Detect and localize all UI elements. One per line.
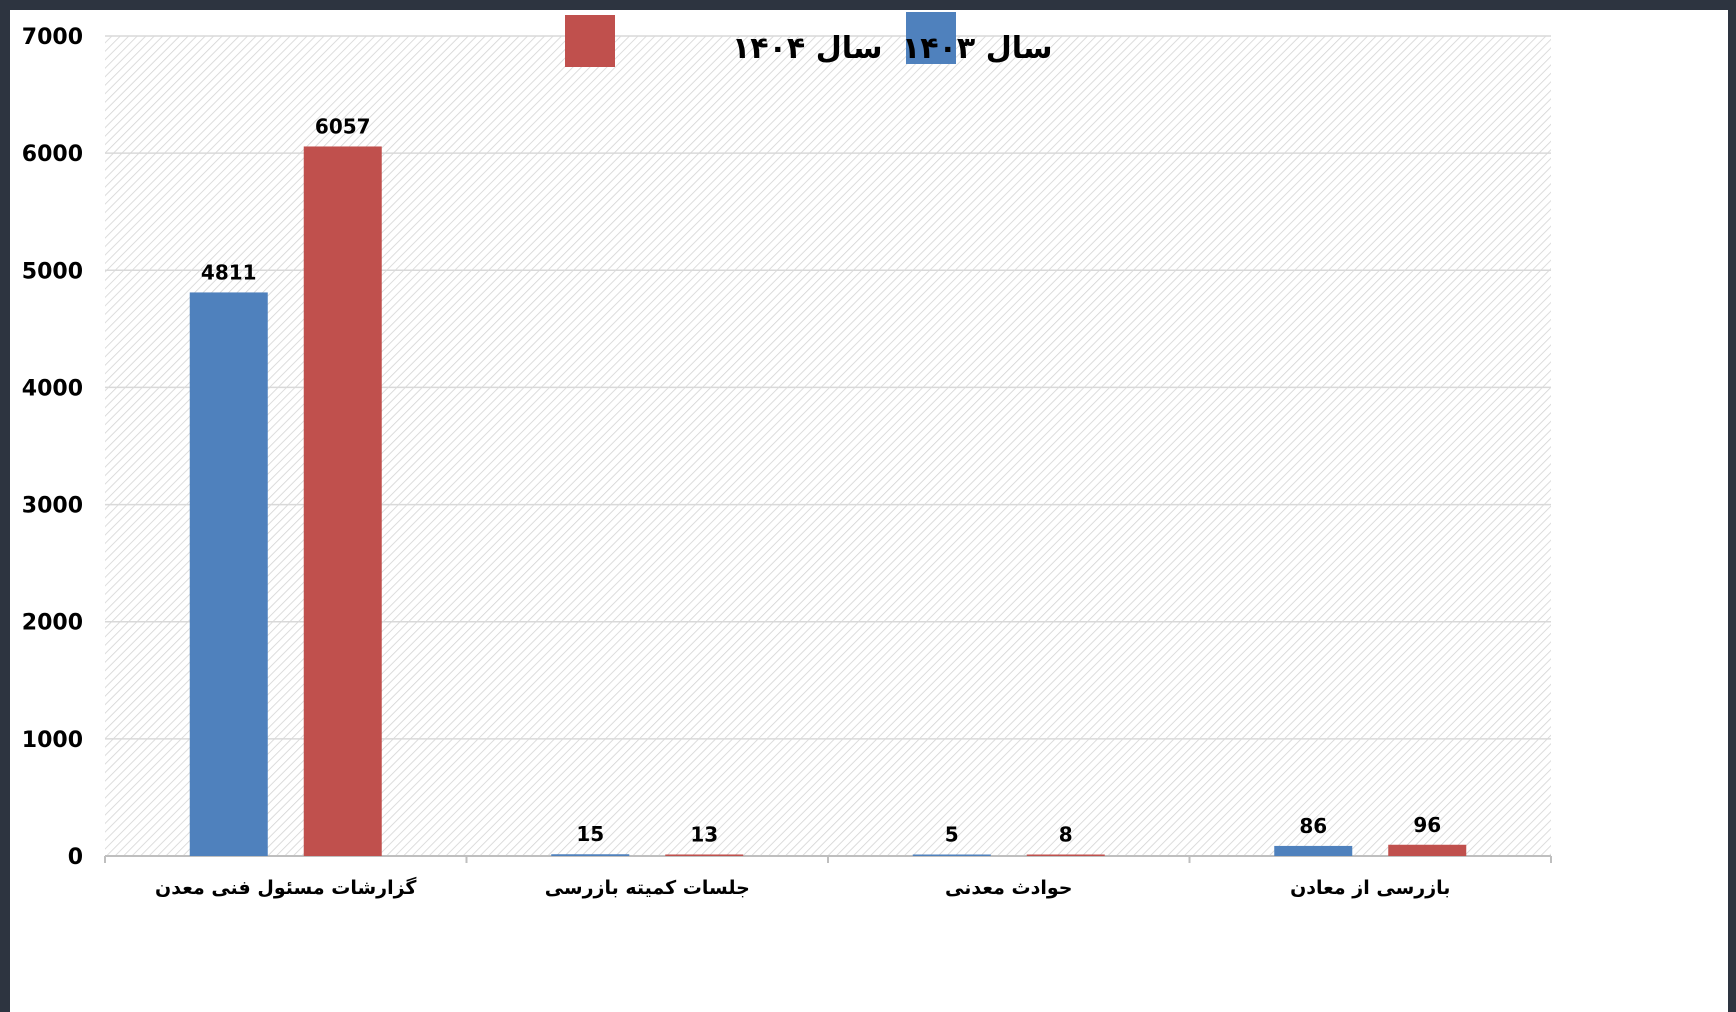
category-label: جلسات کمیته بازرسی (545, 877, 750, 899)
data-label: 5 (945, 823, 959, 847)
category-label: حوادث معدنی (945, 877, 1072, 899)
category-label: گزارشات مسئول فنی معدن (155, 876, 417, 899)
data-label: 6057 (315, 114, 371, 138)
data-label: 96 (1413, 813, 1441, 837)
bar (1388, 844, 1467, 856)
data-label: 13 (690, 822, 718, 846)
y-tick-label: 0 (68, 845, 83, 870)
category-label: بازرسی از معادن (1290, 877, 1450, 899)
legend-label: سال ۱۴۰۴ (732, 31, 883, 66)
y-tick-label: 1000 (22, 728, 83, 753)
data-label: 86 (1299, 814, 1327, 838)
legend: سال ۱۴۰۳ سال ۱۴۰۴ (565, 12, 1053, 67)
bar (665, 854, 744, 856)
bar (1026, 854, 1105, 856)
data-label: 15 (576, 822, 604, 846)
y-tick-label: 3000 (22, 494, 83, 519)
data-label: 4811 (201, 260, 257, 284)
legend-swatch (565, 15, 615, 67)
legend-swatch (906, 12, 956, 64)
y-tick-label: 5000 (22, 259, 83, 284)
y-tick-label: 4000 (22, 376, 83, 401)
bar (912, 854, 991, 856)
bar (551, 854, 630, 856)
data-labels: 4811 6057 15 13 5 8 86 96 (201, 114, 1441, 846)
bar-chart: 0 1000 2000 3000 4000 5000 6000 7000 گزارشات مسئ… (22, 12, 1552, 899)
y-tick-label: 2000 (22, 611, 83, 636)
legend-label: سال ۱۴۰۳ (902, 31, 1053, 66)
y-tick-label: 7000 (22, 25, 83, 50)
y-tick-label: 6000 (22, 142, 83, 167)
bar (303, 146, 382, 857)
data-label: 8 (1059, 823, 1073, 847)
bar (189, 292, 268, 856)
bars (189, 146, 1467, 857)
bar (1274, 845, 1353, 856)
chart-frame: 0 1000 2000 3000 4000 5000 6000 7000 گزارشات مسئ… (10, 10, 1728, 1012)
